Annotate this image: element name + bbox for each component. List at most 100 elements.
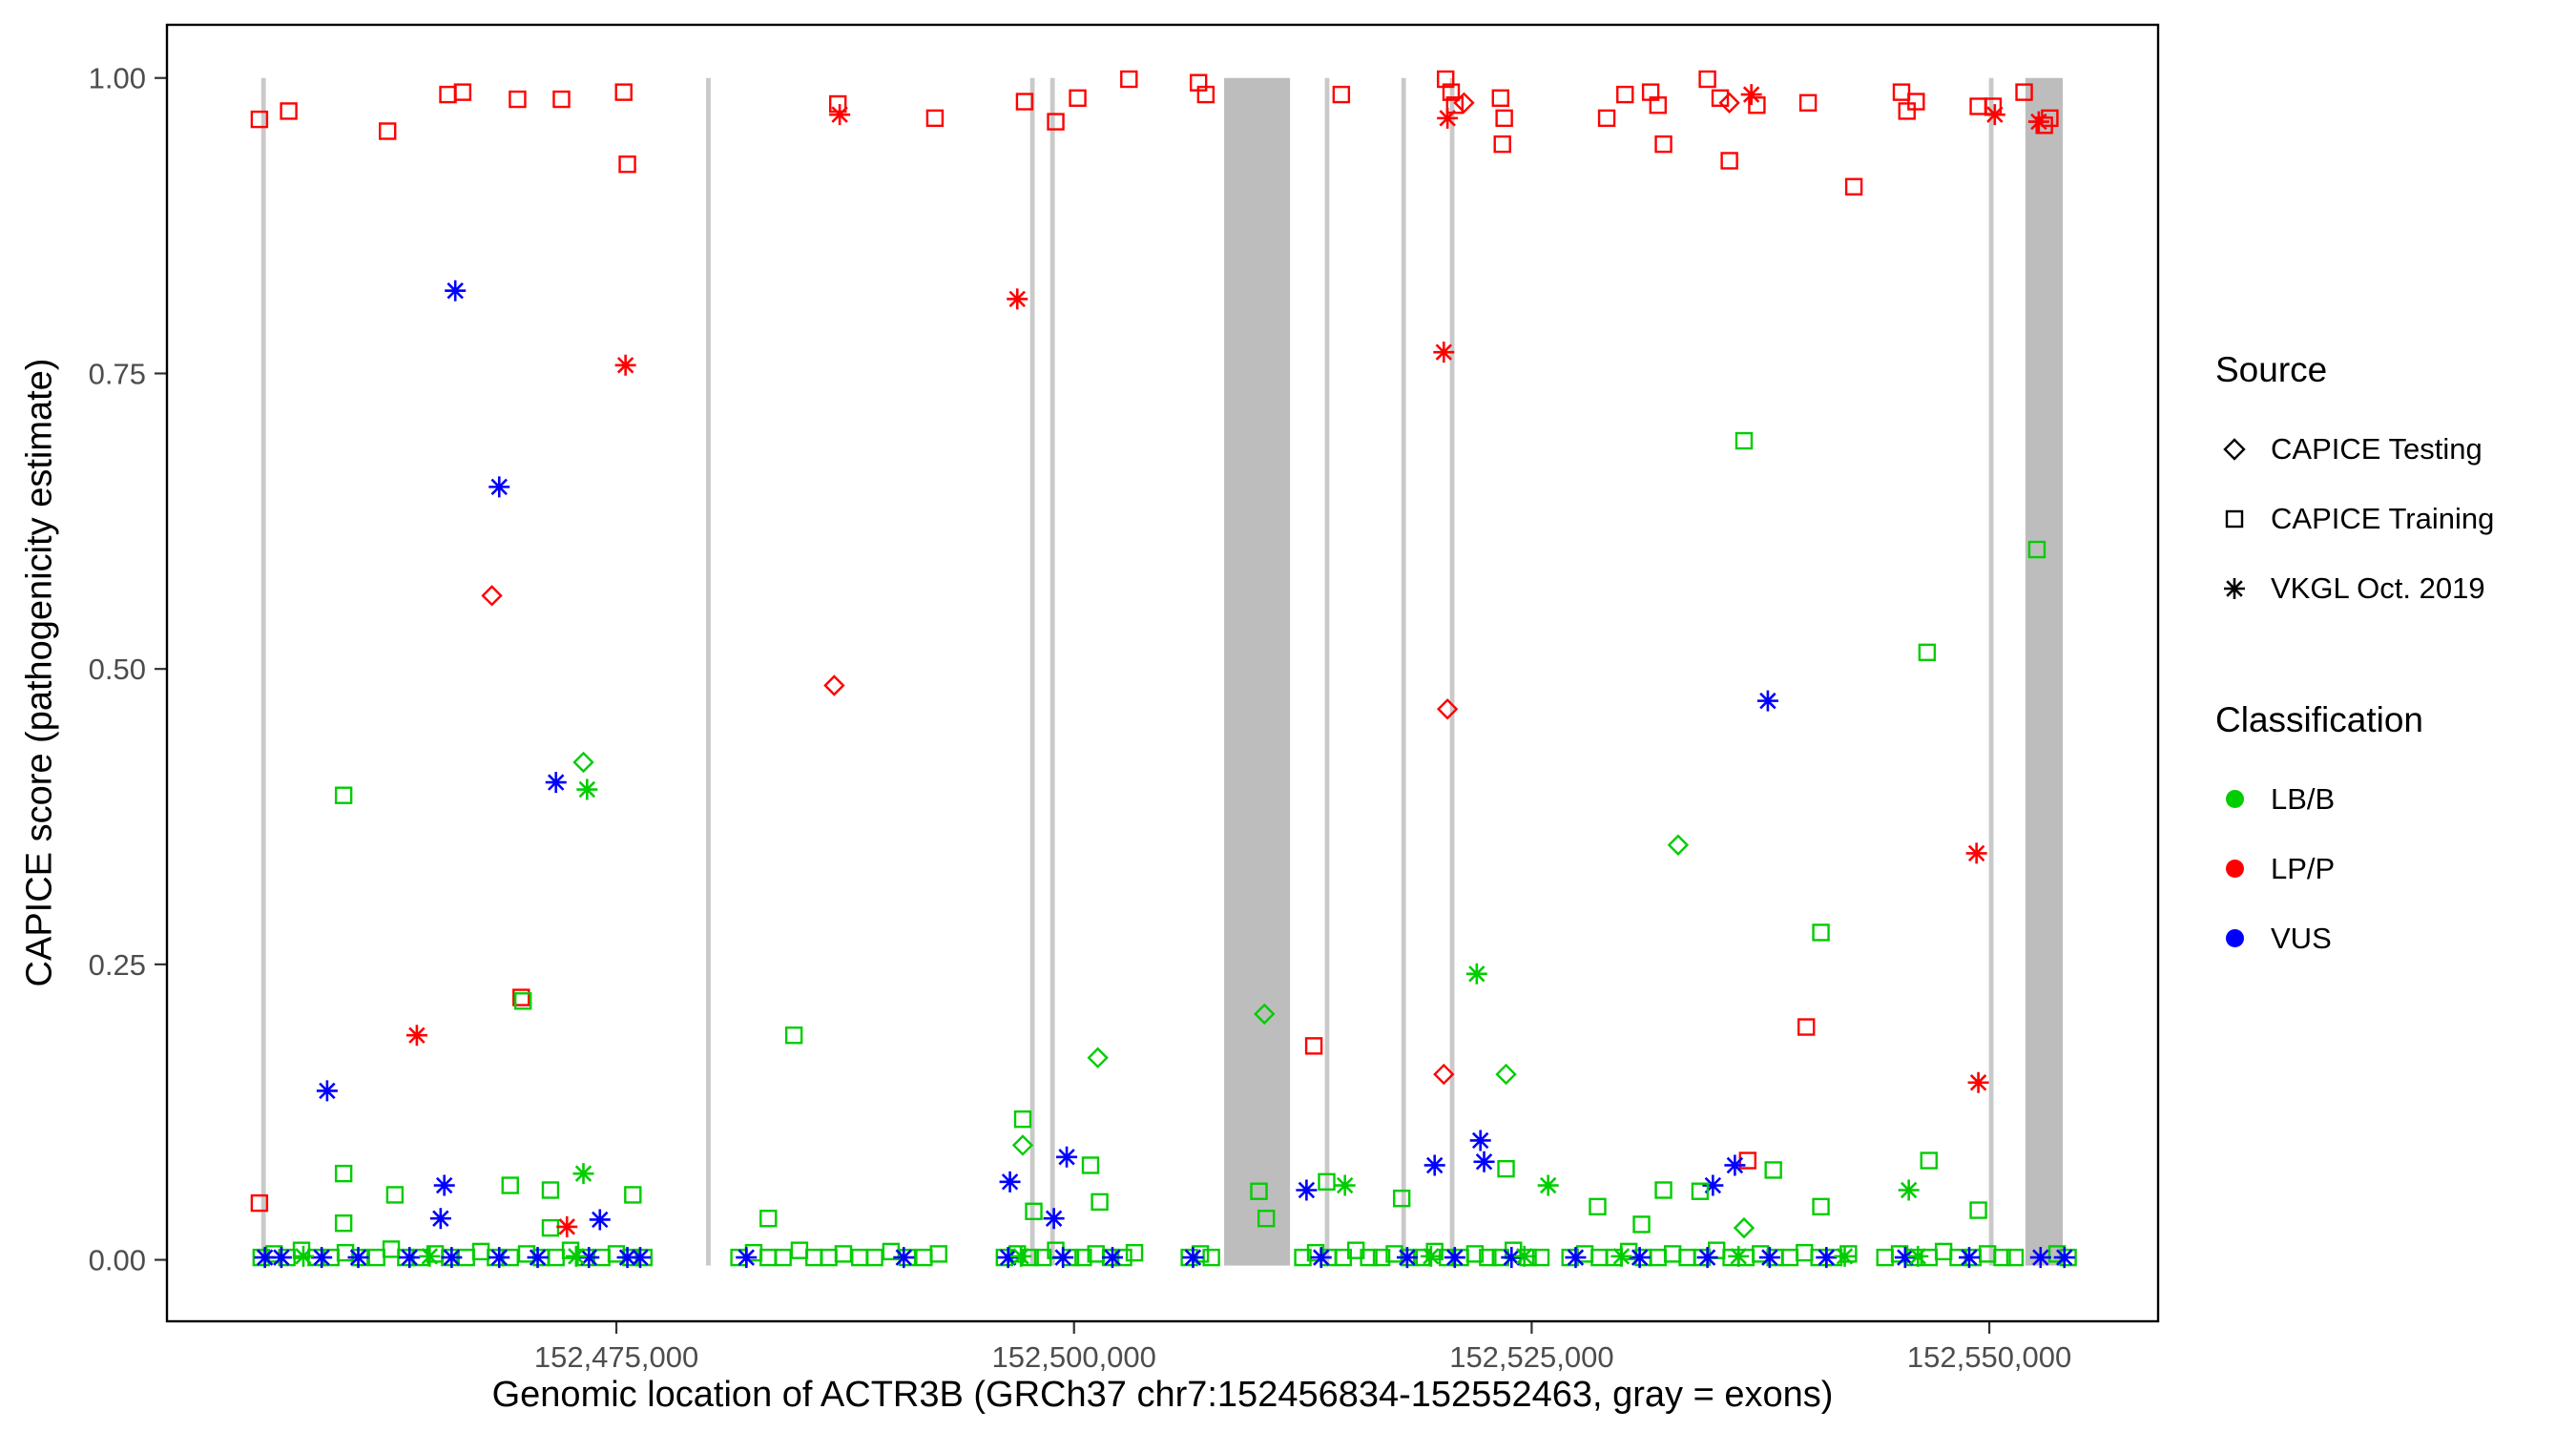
legend-item-vkgl: VKGL Oct. 2019 <box>2215 553 2494 623</box>
data-point <box>1332 85 1351 104</box>
data-point <box>1310 1247 1332 1269</box>
y-tick-label: 1.00 <box>89 62 146 95</box>
legend-classification-title: Classification <box>2215 700 2423 739</box>
data-point <box>1733 1216 1755 1239</box>
data-point <box>1436 698 1459 720</box>
data-point <box>1834 1245 1856 1267</box>
data-point <box>1728 1245 1750 1267</box>
data-point <box>382 1240 401 1258</box>
data-point <box>1934 1242 1953 1261</box>
data-point <box>1967 1071 1989 1093</box>
data-point <box>589 1209 611 1231</box>
data-point <box>893 1247 915 1269</box>
data-point <box>1453 92 1475 114</box>
exon-region <box>1224 77 1291 1266</box>
data-point <box>1493 135 1511 154</box>
data-point <box>1708 1241 1726 1259</box>
data-point <box>1254 1003 1276 1026</box>
data-point <box>736 1247 758 1269</box>
data-point <box>790 1241 809 1259</box>
data-point <box>865 1248 883 1267</box>
data-point <box>311 1247 333 1269</box>
data-point <box>1844 177 1863 196</box>
data-point <box>316 1080 338 1102</box>
data-point <box>1423 1154 1445 1176</box>
data-point <box>439 85 457 104</box>
panel-border <box>165 23 2160 1323</box>
data-point <box>1816 1247 1838 1269</box>
data-point <box>399 1247 421 1269</box>
data-point <box>1196 85 1215 104</box>
data-point <box>1433 342 1455 363</box>
exon-region <box>1988 77 1994 1266</box>
data-point <box>1654 135 1672 154</box>
data-point <box>565 1245 587 1267</box>
exon-region <box>1449 77 1455 1266</box>
data-point <box>1043 1208 1065 1230</box>
legend-item-lpp: LP/P <box>2215 834 2494 903</box>
data-point <box>1691 1182 1710 1200</box>
legend-item-label: VKGL Oct. 2019 <box>2271 570 2485 605</box>
data-point <box>834 1245 853 1263</box>
data-point <box>541 1218 560 1237</box>
y-axis-title: CAPICE score (pathogenicity estimate) <box>19 358 60 987</box>
data-point <box>1102 1247 1124 1269</box>
data-point <box>607 1245 626 1263</box>
legend-item-label: CAPICE Testing <box>2271 431 2483 466</box>
data-point <box>1965 842 1987 864</box>
data-point <box>1958 1247 1980 1269</box>
data-point <box>292 1245 314 1267</box>
exon-region <box>1029 77 1035 1266</box>
exon-region <box>2025 77 2064 1266</box>
data-point <box>1918 643 1937 662</box>
data-point <box>1011 1134 1034 1156</box>
data-point <box>1304 1037 1323 1055</box>
data-point <box>1250 1182 1268 1200</box>
data-point <box>1698 70 1716 89</box>
data-point <box>1654 1181 1672 1199</box>
data-point <box>1392 1189 1411 1208</box>
data-point <box>915 1248 933 1267</box>
data-point <box>1495 1063 1517 1086</box>
data-point <box>1969 1201 1987 1219</box>
data-point <box>1764 1161 1782 1179</box>
data-point <box>419 1245 441 1267</box>
exon-region <box>1049 77 1055 1266</box>
data-point <box>1629 1247 1651 1269</box>
data-point <box>1735 431 1754 450</box>
data-point <box>429 1208 451 1230</box>
data-point <box>2041 109 2059 128</box>
data-point <box>488 1247 510 1269</box>
x-tick-label: 152,550,000 <box>1907 1340 2071 1374</box>
data-point <box>572 751 594 774</box>
data-point <box>1702 1174 1724 1196</box>
data-point <box>929 1245 947 1263</box>
data-point <box>1663 1245 1682 1263</box>
data-point <box>572 1163 594 1185</box>
data-point <box>1437 70 1455 89</box>
lbb-color-dot <box>2225 790 2244 808</box>
legend-item-vus: VUS <box>2215 903 2494 973</box>
data-point <box>405 1025 427 1047</box>
exon-region <box>1401 77 1406 1266</box>
data-point <box>517 1245 536 1263</box>
y-tick-label: 0.75 <box>89 357 146 390</box>
data-point <box>1632 1215 1651 1234</box>
data-point <box>823 674 845 696</box>
data-point <box>1074 1248 1092 1267</box>
data-point <box>1501 1247 1523 1269</box>
data-point <box>1081 1156 1100 1174</box>
legend-item-label: LP/P <box>2271 851 2336 885</box>
data-point <box>1444 1247 1465 1269</box>
data-point <box>1420 1245 1442 1267</box>
data-point <box>1740 84 1762 106</box>
data-point <box>1649 96 1668 114</box>
data-point <box>471 1242 490 1261</box>
data-point <box>1589 1197 1607 1216</box>
data-point <box>2027 111 2049 133</box>
data-point <box>1091 1192 1109 1212</box>
data-point <box>1334 1174 1356 1196</box>
data-point <box>254 1247 276 1269</box>
